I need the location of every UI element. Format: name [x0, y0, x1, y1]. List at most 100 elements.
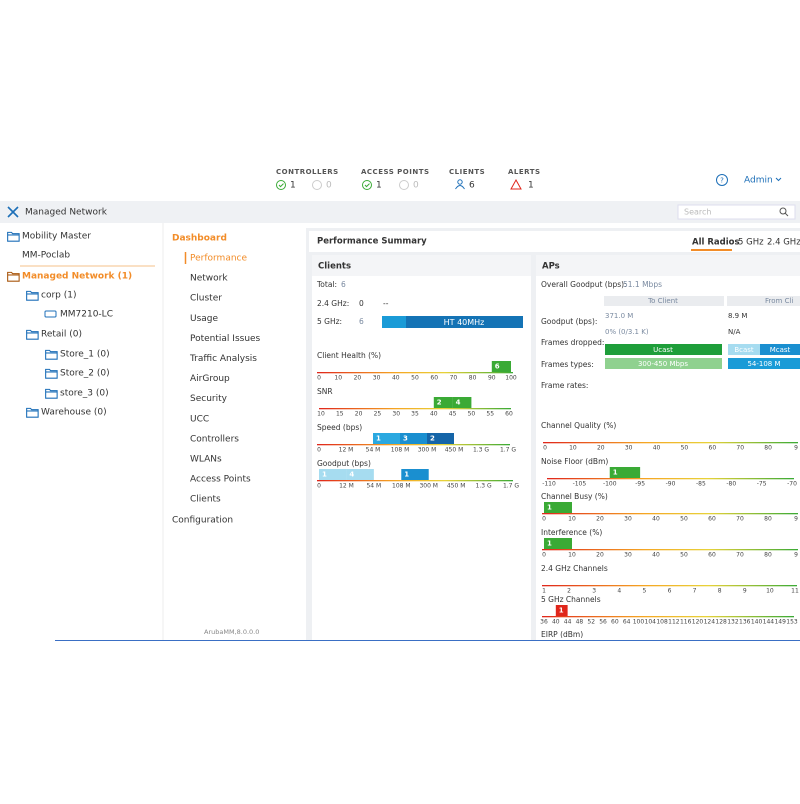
tree-item[interactable]: Store_2 (0) — [60, 369, 110, 379]
user-menu[interactable]: Admin — [744, 176, 773, 186]
mode-bar — [382, 316, 406, 328]
device-icon[interactable] — [44, 310, 57, 318]
scale-tick: 9 — [794, 516, 798, 523]
user-menu-caret[interactable] — [775, 177, 782, 182]
scale-line — [542, 585, 797, 587]
nav-item[interactable]: Controllers — [190, 434, 239, 444]
scale-tick: 20 — [596, 516, 604, 523]
frames-label: Mcast — [770, 346, 791, 354]
search-icon[interactable] — [779, 207, 787, 215]
help-icon[interactable] — [716, 174, 728, 186]
scale-bar — [544, 502, 572, 513]
scale-tick: 0 — [542, 552, 546, 559]
bar-label: 1 — [613, 469, 618, 477]
scale-tick: -100 — [603, 481, 617, 488]
nav-item[interactable]: WLANs — [190, 455, 222, 465]
scale-bar — [401, 469, 429, 480]
folder-icon[interactable] — [7, 231, 20, 242]
tree-item[interactable]: Mobility Master — [22, 232, 91, 242]
scale-tick: 70 — [736, 445, 744, 452]
tree-item[interactable]: MM-Poclab — [22, 251, 70, 261]
scale-tick: 153 — [786, 619, 798, 626]
scale-tick: 40 — [392, 375, 400, 382]
row-label: Goodput (bps): — [541, 317, 597, 326]
bar-label: 1 — [547, 504, 552, 512]
folder-icon[interactable] — [26, 290, 39, 301]
scale-tick: 36 — [540, 619, 548, 626]
scale-tick: 1.3 G — [476, 483, 492, 490]
tree-item[interactable]: Store_1 (0) — [60, 350, 110, 360]
scale-tick: 12 M — [339, 447, 354, 454]
stat-value: 6 — [469, 181, 475, 191]
row-value: 8.9 M — [728, 312, 747, 320]
search-icon[interactable] — [784, 212, 789, 217]
column-header — [604, 296, 724, 306]
scale-line — [543, 442, 798, 444]
tree-item[interactable]: MM7210-LC — [60, 310, 113, 320]
nav-section[interactable]: Configuration — [172, 516, 233, 526]
search-placeholder[interactable]: Search — [684, 208, 711, 217]
tree-item[interactable]: Retail (0) — [41, 330, 82, 340]
stat-value: 1 — [376, 181, 382, 191]
help-icon[interactable]: ? — [720, 177, 724, 185]
search-box[interactable] — [677, 204, 796, 220]
row-label: 5 GHz: — [317, 317, 342, 326]
tree-item[interactable]: Managed Network (1) — [22, 272, 132, 282]
scale-bar — [609, 467, 641, 478]
nav-item[interactable]: Potential Issues — [190, 334, 261, 344]
scale-tick: 0 — [542, 516, 546, 523]
header-title: Managed Network — [25, 208, 108, 218]
scale-tick: 50 — [411, 375, 419, 382]
nav-item[interactable]: AirGroup — [190, 374, 230, 384]
nav-item[interactable]: Network — [190, 274, 228, 284]
tab[interactable]: All Radios — [692, 238, 740, 248]
scale-tick: 1 — [542, 588, 546, 595]
scale-title: Channel Quality (%) — [541, 421, 616, 430]
bar-label: 4 — [349, 471, 354, 479]
tab[interactable]: 2.4 GHz — [767, 238, 800, 248]
nav-item[interactable]: Clients — [190, 495, 221, 505]
tab[interactable]: 5 GHz — [738, 238, 764, 248]
scale-tick: 35 — [411, 411, 419, 418]
scale-tick: 1.7 G — [500, 447, 516, 454]
tree-item[interactable]: Warehouse (0) — [41, 408, 107, 418]
scale-tick: 60 — [708, 552, 716, 559]
scale-tick: 11 — [791, 588, 799, 595]
scale-tick: 8 — [718, 588, 722, 595]
folder-icon[interactable] — [45, 349, 58, 360]
tree-item[interactable]: store_3 (0) — [60, 389, 109, 399]
scale-tick: 40 — [652, 516, 660, 523]
folder-icon[interactable] — [26, 329, 39, 340]
scale-tick: -90 — [666, 481, 676, 488]
frames-bar — [728, 358, 800, 369]
scale-tick: -105 — [573, 481, 587, 488]
tree-item[interactable]: corp (1) — [41, 291, 76, 301]
close-icon[interactable] — [7, 206, 19, 218]
nav-item[interactable]: Cluster — [190, 294, 222, 304]
nav-item[interactable]: Traffic Analysis — [189, 354, 257, 364]
stat-value: 0 — [413, 181, 419, 191]
scale-tick: 70 — [450, 375, 458, 382]
folder-icon[interactable] — [7, 271, 20, 282]
scale-tick: 108 M — [391, 447, 410, 454]
scale-tick: 50 — [681, 445, 689, 452]
ok-icon — [276, 180, 286, 190]
nav-section[interactable]: Dashboard — [172, 234, 227, 244]
stat-label: CONTROLLERS — [276, 168, 339, 176]
scale-tick: 450 M — [445, 447, 464, 454]
scale-tick: 50 — [680, 516, 688, 523]
folder-icon[interactable] — [26, 407, 39, 418]
scale-tick: 54 M — [366, 483, 381, 490]
scale-tick: 80 — [764, 516, 772, 523]
nav-item[interactable]: Security — [190, 394, 228, 404]
folder-icon[interactable] — [45, 388, 58, 399]
scale-tick: 30 — [624, 516, 632, 523]
client-icon — [455, 185, 465, 190]
nav-item[interactable]: UCC — [190, 414, 209, 424]
nav-item[interactable]: Usage — [190, 314, 219, 324]
folder-icon[interactable] — [45, 368, 58, 379]
nav-item[interactable]: Performance — [190, 254, 247, 264]
scale-title: Interference (%) — [541, 528, 602, 537]
nav-item[interactable]: Access Points — [190, 475, 251, 485]
scale-tick: 90 — [488, 375, 496, 382]
